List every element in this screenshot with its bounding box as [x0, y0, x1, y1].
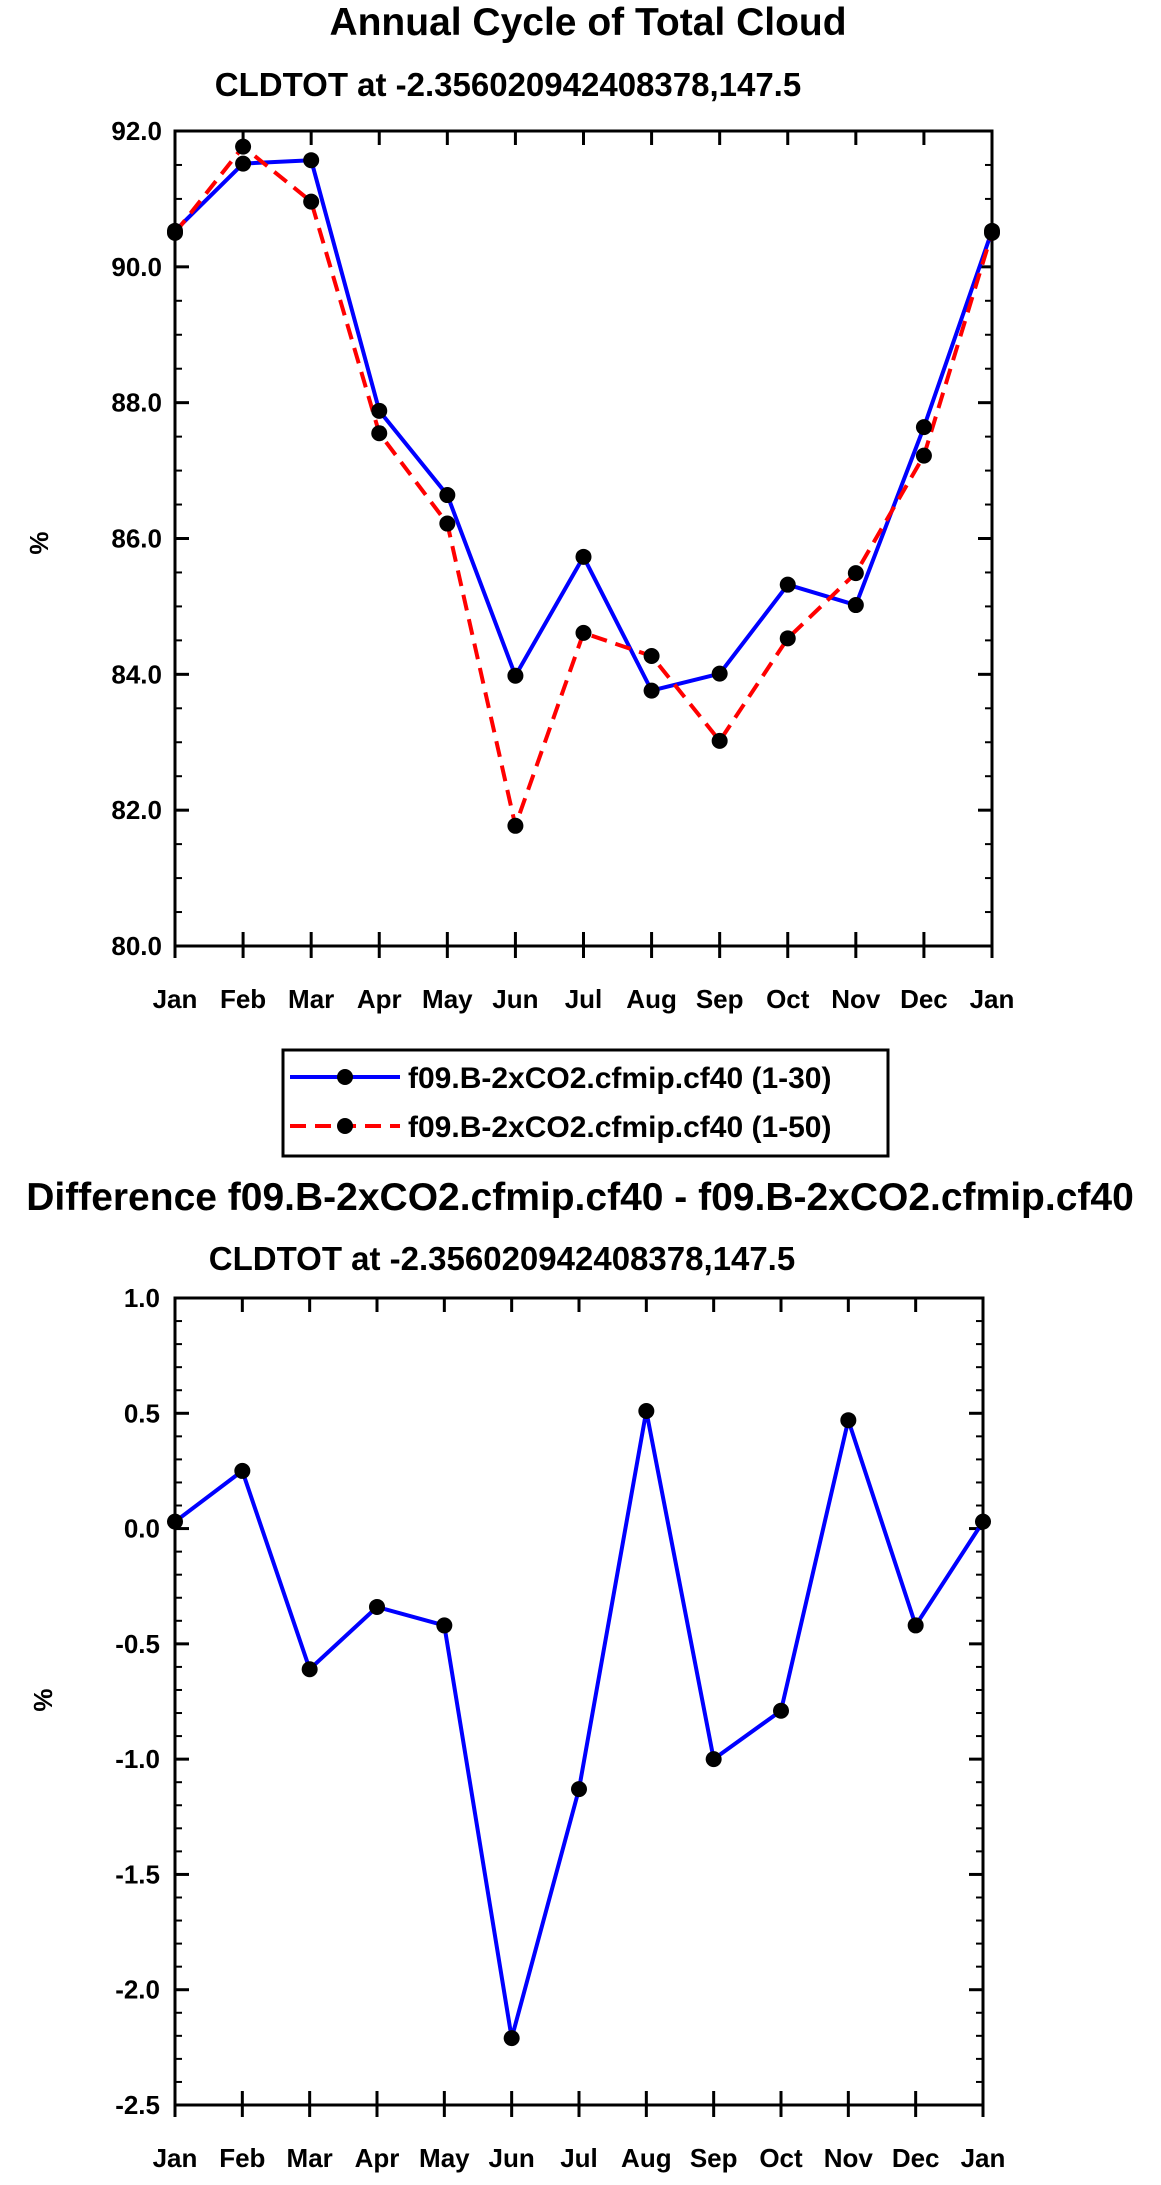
chart2-xtick-label: Jan	[153, 2143, 198, 2173]
chart1-xtick-label: Jan	[970, 984, 1015, 1014]
chart1-series1-point	[507, 667, 524, 684]
chart1-series2-point	[915, 447, 932, 464]
chart2-ytick-label: -2.0	[115, 1975, 160, 2005]
chart1-series1-point	[235, 155, 252, 172]
chart2-frame	[173, 1296, 985, 2107]
chart1-xtick-label: May	[422, 984, 473, 1014]
chart1-series2-point	[575, 624, 592, 641]
chart2-series1-point	[638, 1402, 655, 1419]
chart2-series1-point	[773, 1702, 789, 1719]
chart2-series1-point	[907, 1617, 924, 1634]
chart1-ytick-label: 84.0	[111, 659, 162, 689]
chart2-ytick-label: -2.5	[115, 2090, 160, 2120]
chart2-xtick-label: Sep	[690, 2143, 738, 2173]
chart1-xtick-label: Apr	[357, 984, 402, 1014]
chart1-series1-point	[439, 487, 456, 504]
chart2-series1-point	[436, 1617, 453, 1634]
chart2-xtick-label: May	[419, 2143, 470, 2173]
chart1-series2-point	[847, 565, 864, 582]
chart1-series1-point	[915, 419, 932, 436]
chart1-series2-point	[371, 425, 388, 442]
chart1-ytick-label: 86.0	[111, 524, 162, 554]
chart2-xtick-label: Mar	[287, 2143, 333, 2173]
chart2-xtick-label: Feb	[219, 2143, 265, 2173]
chart2-ytick-label: 1.0	[124, 1283, 160, 1313]
chart1-subtitle: CLDTOT at -2.356020942408378,147.5	[215, 66, 801, 103]
chart1-series1-point	[779, 576, 796, 593]
chart1-frame	[173, 129, 994, 948]
chart2-series1-point	[234, 1462, 251, 1479]
chart2-ylabel: %	[28, 1688, 58, 1711]
chart1-xtick-label: Sep	[696, 984, 744, 1014]
chart1-series1-point	[711, 665, 728, 682]
chart1-plot: 80.0 82.0 84.0 86.0 88.0 90.0 92.0 Jan Feb Mar Apr…	[111, 116, 1014, 1014]
chart1-xtick-label: Feb	[220, 984, 266, 1014]
chart1-xtick-label: Jan	[153, 984, 198, 1014]
chart2-xtick-label: Aug	[621, 2143, 672, 2173]
chart2-ytick-label: 0.0	[124, 1514, 160, 1544]
chart2-ytick-label: -1.0	[115, 1744, 160, 1774]
chart1-series2-point	[235, 138, 252, 155]
chart1-series1-point	[371, 402, 388, 419]
chart1-series1-point	[303, 152, 320, 169]
chart1-xtick-label: Jun	[492, 984, 538, 1014]
chart1-xtick-label: Aug	[626, 984, 677, 1014]
chart1-series2-point	[711, 732, 728, 749]
chart1-ytick-label: 82.0	[111, 795, 162, 825]
chart1-ytick-label: 88.0	[111, 388, 162, 418]
chart2-series1-point	[301, 1661, 318, 1678]
chart1-title: Annual Cycle of Total Cloud	[329, 1, 846, 44]
chart2-subtitle: CLDTOT at -2.356020942408378,147.5	[209, 1240, 795, 1277]
chart2-series1-point	[503, 2030, 520, 2047]
chart2-xtick-label: Oct	[759, 2143, 803, 2173]
chart2-xtick-label: Dec	[892, 2143, 940, 2173]
chart2-plot: -2.5 -2.0 -1.5 -1.0 -0.5 0.0 0.5 1.0 Jan Feb Mar Ap…	[115, 1283, 1005, 2173]
chart1-ytick-label: 92.0	[111, 116, 162, 146]
chart1-series2-point	[779, 630, 796, 647]
chart1-ytick-label: 90.0	[111, 252, 162, 282]
chart2-xtick-label: Jan	[961, 2143, 1006, 2173]
chart1-legend: f09.B-2xCO2.cfmip.cf40 (1-30) f09.B-2xCO…	[281, 1048, 890, 1158]
chart2-series1-point	[369, 1598, 385, 1615]
legend-label-series1: f09.B-2xCO2.cfmip.cf40 (1-30)	[408, 1062, 832, 1095]
chart1-series2-point	[303, 193, 320, 210]
chart1-xtick-label: Jul	[565, 984, 603, 1014]
chart1-xtick-label: Oct	[766, 984, 810, 1014]
chart1-xtick-label: Mar	[288, 984, 334, 1014]
chart2-series1-line	[173, 1409, 985, 2041]
chart2-series1-point	[571, 1781, 587, 1798]
chart2-ytick-label: 0.5	[124, 1398, 160, 1428]
chart2-ytick-label: -0.5	[115, 1629, 160, 1659]
chart1-series2-point	[167, 224, 183, 241]
chart1-series1-point	[643, 682, 660, 699]
chart2-series1-point	[167, 1513, 183, 1530]
chart2-series1-point	[705, 1751, 722, 1768]
chart1-series1-point	[847, 597, 864, 614]
chart1-series2-point	[643, 647, 660, 664]
legend-marker-series1	[337, 1069, 353, 1085]
legend-box	[281, 1048, 890, 1158]
chart2-series1-point	[840, 1412, 857, 1429]
chart1-series1-line	[173, 158, 994, 693]
chart1-xtick-label: Dec	[900, 984, 948, 1014]
chart2-series1-point	[975, 1513, 991, 1530]
chart1-series2-point	[984, 224, 1000, 241]
chart1-series2-point	[439, 515, 456, 532]
legend-marker-series2	[337, 1118, 353, 1134]
chart1-series2-point	[507, 817, 524, 834]
chart1-ytick-label: 80.0	[111, 931, 162, 961]
chart2-xtick-label: Jul	[560, 2143, 598, 2173]
chart2-xtick-label: Nov	[824, 2143, 874, 2173]
chart1-series1-point	[575, 548, 592, 565]
chart1-ylabel: %	[24, 531, 54, 554]
chart2-xtick-label: Apr	[355, 2143, 400, 2173]
chart2-xtick-label: Jun	[489, 2143, 535, 2173]
legend-label-series2: f09.B-2xCO2.cfmip.cf40 (1-50)	[408, 1111, 832, 1144]
chart1-series2-line	[173, 144, 994, 828]
chart2-title: Difference f09.B-2xCO2.cfmip.cf40 - f09.…	[26, 1176, 1134, 1219]
chart1-xtick-label: Nov	[831, 984, 881, 1014]
chart2-ytick-label: -1.5	[115, 1859, 160, 1889]
